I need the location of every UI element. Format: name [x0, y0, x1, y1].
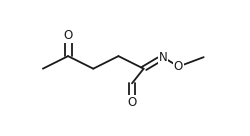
Text: N: N	[159, 51, 168, 64]
Text: O: O	[128, 96, 136, 109]
Text: O: O	[174, 60, 183, 73]
Text: O: O	[64, 29, 73, 42]
